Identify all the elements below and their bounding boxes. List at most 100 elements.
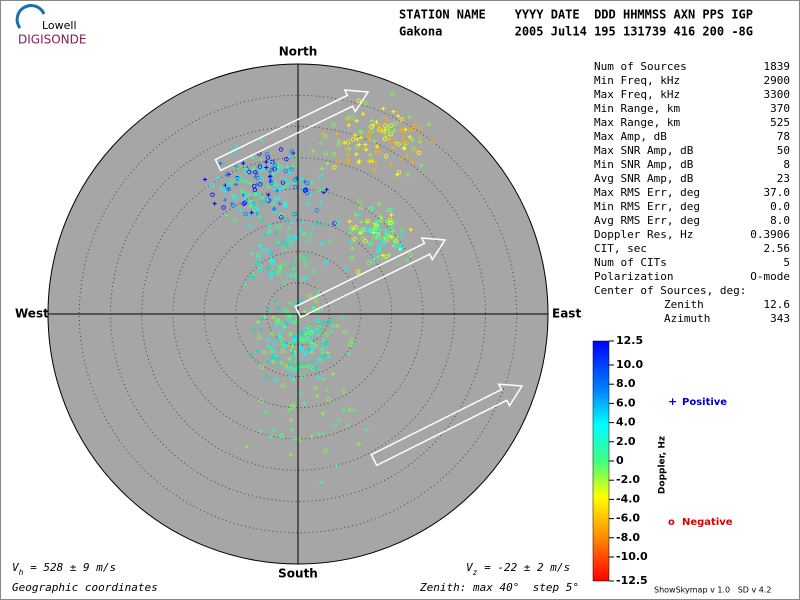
- echo-point: [283, 204, 288, 209]
- echo-point: [364, 427, 369, 432]
- echo-point: [347, 351, 352, 356]
- echo-point: [396, 169, 402, 175]
- vh-symbol: V: [12, 561, 20, 574]
- echo-point: [389, 234, 394, 239]
- echo-point: [407, 114, 412, 119]
- echo-point: [388, 220, 394, 226]
- echo-point: [259, 137, 264, 142]
- echo-point: [273, 298, 278, 303]
- echo-point: [399, 117, 404, 122]
- echo-point: [358, 135, 363, 140]
- echo-point: [359, 219, 364, 224]
- echo-point: [203, 177, 208, 182]
- echo-point: [299, 347, 304, 352]
- echo-point: [391, 109, 396, 114]
- colorbar-ticks: 12.5 10.0 8.0 6.0 4.0 2.0 0 -2.0 -4.0 -6.0 -8.0 -10…: [609, 334, 648, 587]
- echo-point: [289, 241, 294, 246]
- echo-point: [365, 218, 371, 224]
- colorbar-tick-label: 10.0: [616, 358, 643, 371]
- echo-point: [336, 418, 341, 423]
- echo-point: [374, 120, 379, 125]
- echo-point: [226, 187, 231, 192]
- echo-point: [240, 188, 245, 193]
- echo-point: [279, 212, 284, 217]
- echo-point: [244, 445, 249, 450]
- echo-point: [389, 227, 394, 232]
- echo-point: [255, 253, 261, 258]
- echo-point: [253, 169, 258, 175]
- echo-point: [372, 139, 377, 144]
- echo-point: [295, 153, 300, 159]
- echo-point: [209, 183, 214, 188]
- colorbar-tick-label: 2.0: [616, 435, 636, 448]
- echo-point: [257, 335, 262, 340]
- echo-point: [327, 239, 332, 244]
- echo-point: [336, 142, 342, 147]
- colorbar-tick-label: -12.5: [616, 574, 648, 587]
- echo-point: [302, 309, 307, 314]
- echo-point: [330, 323, 336, 329]
- echo-point: [287, 226, 292, 231]
- echo-point: [369, 226, 374, 232]
- echo-point: [417, 139, 422, 144]
- echo-point: [408, 252, 413, 257]
- echo-point: [411, 146, 416, 151]
- echo-point: [401, 140, 406, 145]
- echo-point: [387, 136, 392, 141]
- echo-point: [410, 160, 415, 165]
- echo-point: [355, 269, 361, 275]
- echo-point: [331, 122, 336, 127]
- echo-point: [290, 344, 295, 349]
- echo-point: [253, 193, 258, 198]
- echo-point: [253, 170, 259, 176]
- echo-point: [360, 130, 365, 135]
- echo-point: [311, 269, 316, 274]
- logo-swoosh: [15, 4, 46, 29]
- echo-point: [216, 175, 221, 180]
- echo-point: [257, 263, 263, 269]
- stat-label: Num of Sources: [594, 60, 687, 73]
- echo-point: [345, 423, 350, 428]
- echo-point: [408, 227, 413, 232]
- colorbar-tick-label: -2.0: [616, 473, 640, 486]
- echo-point: [267, 337, 272, 342]
- echo-point: [375, 144, 379, 149]
- echo-point: [367, 158, 373, 163]
- echo-point: [271, 172, 276, 177]
- echo-point: [225, 172, 231, 177]
- stat-value: 23: [777, 172, 790, 185]
- stat-value: 0.0: [770, 200, 790, 213]
- echo-point: [218, 161, 223, 166]
- stat-value: 5: [783, 256, 790, 269]
- echo-point: [272, 187, 277, 192]
- echo-point: [417, 125, 423, 130]
- echo-point: [316, 375, 321, 380]
- echo-point: [318, 200, 323, 205]
- echo-point: [289, 149, 295, 154]
- echo-point: [257, 166, 263, 172]
- echo-point: [376, 149, 382, 155]
- echo-point: [320, 166, 325, 171]
- echo-point: [324, 340, 330, 346]
- echo-point: [250, 274, 255, 279]
- echo-point: [244, 169, 249, 175]
- echo-point: [315, 221, 320, 226]
- echo-point: [282, 176, 287, 182]
- echo-point: [299, 177, 305, 182]
- echo-point: [342, 329, 348, 334]
- echo-point: [243, 179, 248, 184]
- vh-sub: h: [19, 568, 24, 577]
- echo-point: [287, 408, 292, 413]
- echo-point: [289, 273, 294, 278]
- echo-point: [212, 201, 217, 206]
- echo-point: [262, 350, 267, 355]
- echo-point: [374, 235, 379, 240]
- echo-point: [352, 237, 357, 242]
- echo-point: [282, 246, 287, 251]
- echo-point: [378, 214, 383, 219]
- echo-point: [280, 180, 286, 185]
- echo-point: [308, 232, 313, 237]
- echo-point: [387, 207, 392, 213]
- echo-point: [321, 431, 326, 436]
- echo-point: [219, 186, 224, 192]
